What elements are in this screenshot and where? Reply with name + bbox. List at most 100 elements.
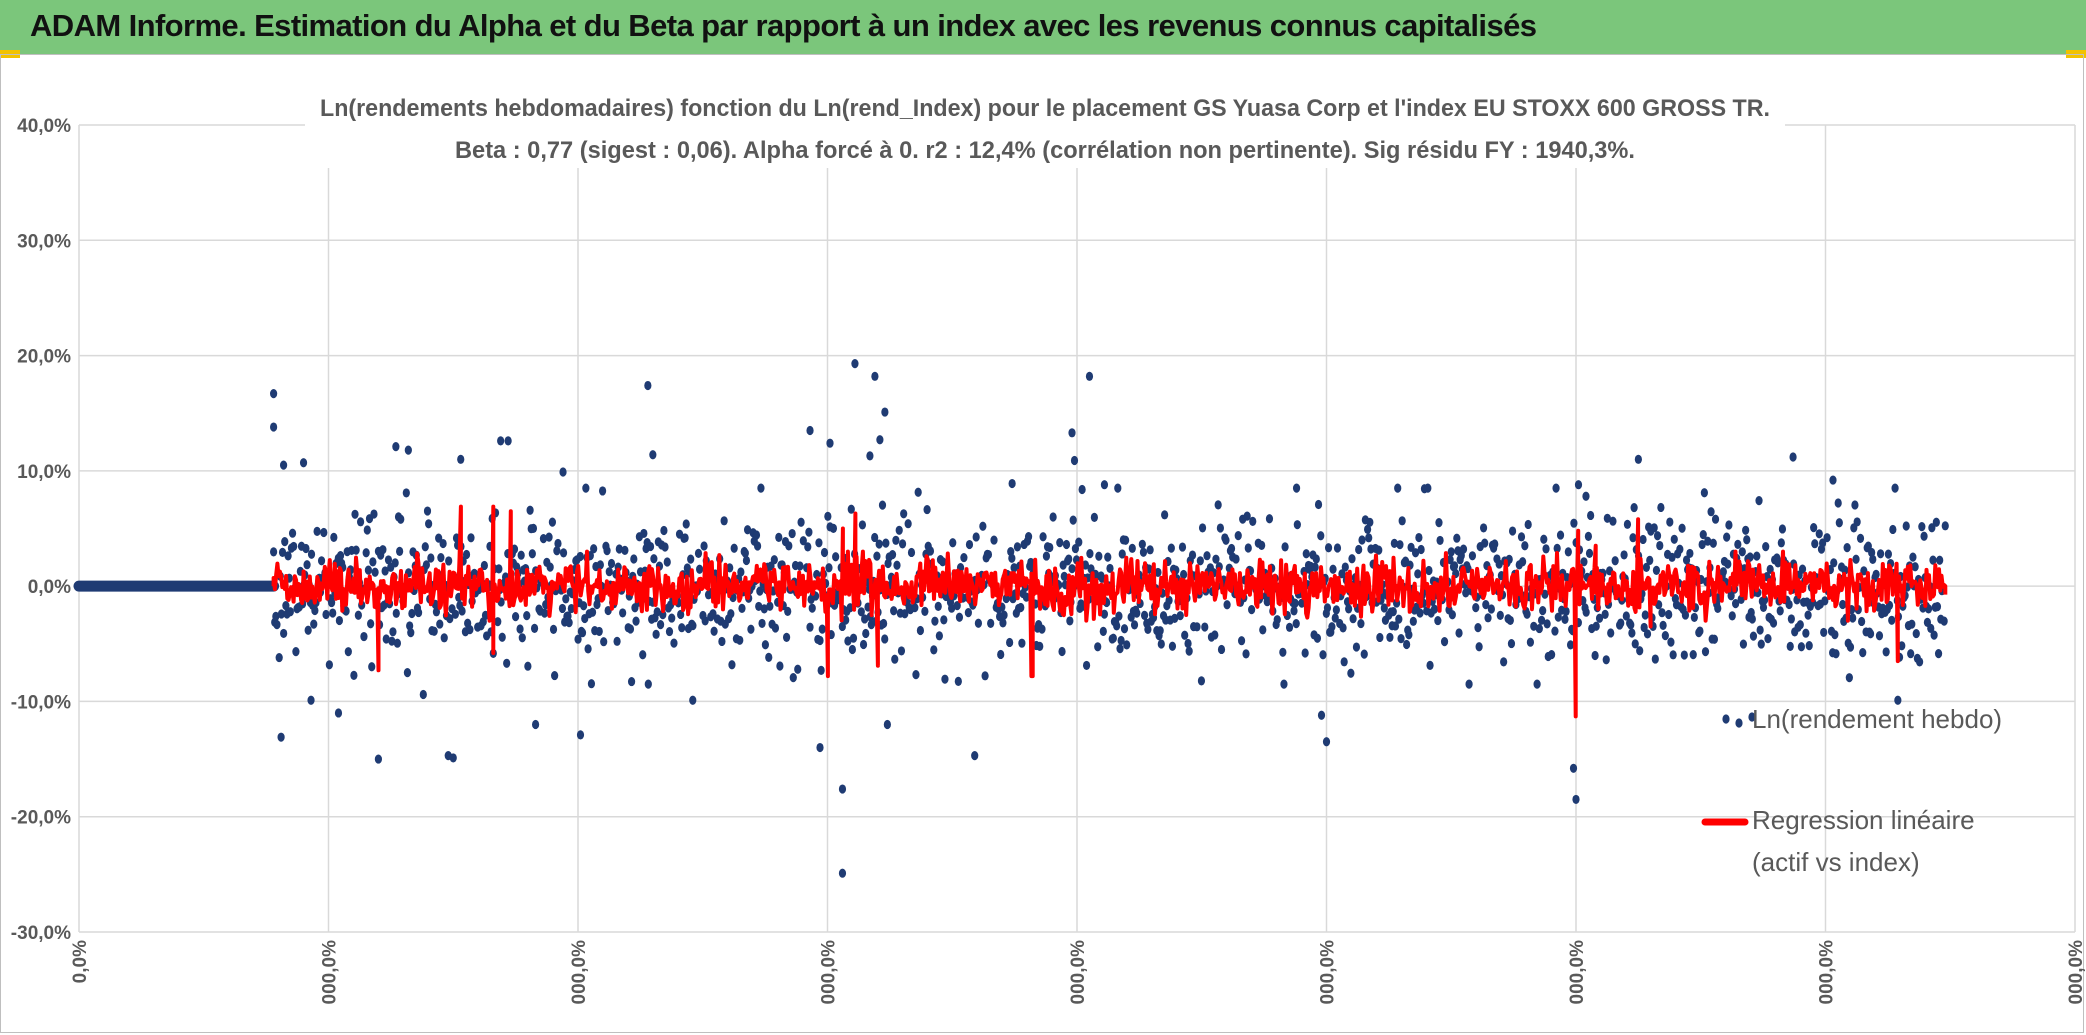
scatter-point [584,644,592,654]
scatter-point [392,442,400,452]
scatter-point [1038,624,1046,634]
scatter-point [1875,631,1884,641]
scatter-point [1243,511,1251,521]
scatter-point [1358,535,1366,545]
scatter-point [747,624,755,634]
scatter-point [393,638,401,648]
scatter-point [1701,647,1710,657]
scatter-point [437,553,445,563]
scatter-point [1179,569,1188,580]
scatter-point [1876,549,1885,559]
scatter-point [363,525,371,535]
scatter-point [526,505,534,515]
scatter-point [1447,547,1455,557]
scatter-point [644,679,652,689]
scatter-point [559,548,568,558]
scatter-point [1496,610,1504,620]
scatter-point [439,538,447,549]
scatter-point [270,389,278,399]
scatter-point [588,607,597,617]
y-tick-label: -20,0% [11,808,71,829]
scatter-point [1188,550,1197,560]
scatter-point [1156,626,1164,636]
scatter-point [1759,602,1768,612]
scatter-point [689,621,697,631]
scatter-point [1058,646,1066,657]
scatter-point [1569,763,1578,773]
scatter-point [847,504,855,514]
scatter-point [984,549,993,560]
scatter-point [934,601,942,611]
scatter-point [392,608,400,618]
scatter-point [531,719,540,730]
scatter-point [1858,616,1866,627]
scatter-point [797,517,805,527]
scatter-point [1201,622,1209,632]
scatter-point [1646,555,1654,565]
scatter-point [1678,523,1686,533]
scatter-point [948,603,956,613]
scatter-point [1116,644,1124,654]
scatter-point [826,438,834,448]
scatter-point [665,626,674,637]
scatter-point [457,454,465,464]
scatter-point [1446,554,1454,565]
scatter-point [1661,631,1669,641]
scatter-point [1627,620,1635,630]
scatter-point [1908,619,1916,629]
scatter-point [1416,608,1424,618]
scatter-point [1574,480,1583,490]
scatter-point [1787,614,1795,624]
chart-legend: Ln(rendement hebdo) Regression linéaire (a… [1701,704,2002,877]
scatter-point [907,547,916,558]
scatter-point [661,542,669,552]
x-tick-label: 000,0% [1567,940,1588,1005]
scatter-point [1564,547,1572,557]
scatter-point [1620,550,1628,560]
scatter-point [1681,610,1690,620]
scatter-point [681,533,689,543]
scatter-point [1242,649,1250,659]
scatter-point [370,509,378,519]
scatter-point [1123,640,1131,650]
scatter-point [1742,525,1750,535]
scatter-point [1659,620,1667,630]
scatter-point [815,538,823,548]
scatter-point [701,616,709,626]
scatter-point [371,567,379,577]
scatter-point [1157,639,1165,649]
scatter-point [1909,552,1917,562]
scatter-point [545,532,553,542]
y-tick-label: 40,0% [17,116,71,137]
scatter-point [861,614,869,624]
scatter-point [1197,676,1206,686]
scatter-point [553,546,561,556]
scatter-point [971,751,979,761]
scatter-point [849,633,858,643]
scatter-point [1719,567,1727,577]
scatter-point [670,638,678,648]
scatter-point [755,601,763,612]
scatter-point [1022,592,1030,602]
scatter-point [1060,571,1068,581]
scatter-point [1580,557,1588,567]
scatter-point [1537,615,1546,625]
scatter-point [871,532,879,543]
scatter-point [816,635,824,646]
scatter-point [1642,562,1650,572]
scatter-point [1198,523,1207,533]
scatter-point [539,534,548,544]
scatter-point [1508,526,1517,536]
scatter-point [421,542,429,552]
scatter-point [1167,543,1175,553]
scatter-point [1211,630,1219,640]
scatter-point [1912,628,1920,639]
scatter-point [327,597,336,608]
scatter-point [1738,547,1746,557]
scatter-point [1630,502,1638,513]
scatter-point [897,646,906,656]
y-tick-label: -10,0% [11,692,71,713]
scatter-point [1397,634,1405,644]
scatter-point [1918,522,1926,532]
scatter-point [960,552,968,563]
